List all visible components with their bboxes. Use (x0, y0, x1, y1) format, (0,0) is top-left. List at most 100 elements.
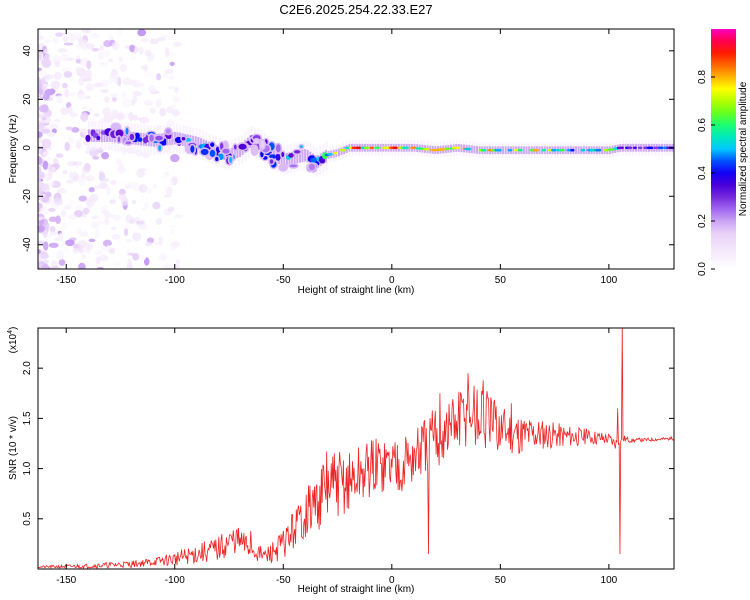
noise-speckle (48, 181, 55, 187)
ridge-body (306, 149, 309, 163)
ridge-core (401, 146, 411, 150)
ridge-body (476, 146, 479, 154)
ridge-core (338, 148, 348, 152)
ridge-body (291, 151, 294, 165)
noise-speckle (150, 38, 159, 45)
noise-speckle (58, 258, 66, 266)
noise-speckle (78, 244, 85, 254)
noise-speckle (167, 52, 176, 58)
ridge-blob (292, 148, 302, 155)
noise-speckle (117, 29, 123, 36)
ridge-halo (576, 142, 579, 158)
noise-speckle (94, 185, 100, 190)
noise-speckle (100, 204, 108, 211)
noise-speckle (65, 126, 73, 131)
noise-speckle (38, 240, 45, 245)
noise-speckle (143, 72, 154, 79)
noise-speckle (38, 261, 44, 267)
snr-x-label: Height of straight line (km) (298, 584, 415, 595)
noise-speckle (102, 239, 112, 247)
snr-x-tick-label: -150 (56, 575, 76, 586)
noise-speckle (137, 29, 147, 37)
noise-speckle (158, 252, 168, 262)
snr-x-tick-label: -50 (276, 575, 291, 586)
ridge-body (103, 129, 106, 142)
snr-series-line (38, 328, 674, 569)
ridge-body (293, 151, 296, 164)
noise-speckle (40, 183, 50, 193)
noise-speckle (41, 77, 46, 87)
noise-speckle (133, 47, 140, 52)
noise-speckle (136, 82, 145, 88)
noise-speckle (129, 218, 135, 225)
ridge-core (463, 147, 473, 151)
noise-speckle (168, 85, 175, 90)
noise-speckle (140, 38, 149, 43)
noise-speckle (77, 93, 86, 100)
ridge-body (473, 145, 476, 154)
noise-speckle (170, 153, 180, 163)
snr-x-tick-label: 0 (389, 575, 395, 586)
noise-speckle (174, 214, 184, 218)
noise-speckle (81, 253, 86, 260)
colorbar: 0.0 0.2 0.4 0.6 0.8 Normalized spectral ampl… (697, 29, 749, 276)
spectrogram-y-tick-label: -20 (22, 189, 33, 204)
noise-speckle (75, 205, 84, 212)
noise-speckle (136, 168, 145, 178)
noise-speckle (132, 114, 138, 121)
noise-speckle (38, 178, 42, 189)
ridge-blob (236, 142, 249, 152)
noise-speckle (91, 215, 99, 220)
ridge-core (275, 153, 281, 161)
noise-speckle (80, 112, 89, 122)
ridge-blob (259, 139, 266, 150)
noise-speckle (126, 263, 134, 269)
spectrogram-frame (37, 28, 675, 270)
noise-speckle (43, 48, 49, 55)
noise-speckle (75, 161, 81, 169)
ridge-core (646, 146, 655, 150)
noise-speckle (64, 88, 70, 98)
ridge-body (408, 143, 411, 152)
ridge-core (444, 147, 450, 151)
ridge-core (351, 146, 356, 150)
noise-speckle (38, 104, 49, 113)
noise-speckle (78, 262, 86, 269)
noise-speckle (68, 77, 74, 82)
snr-x-tick-label: -100 (165, 575, 185, 586)
ridge-core (637, 146, 643, 150)
noise-speckle (83, 162, 91, 172)
noise-speckle (48, 216, 58, 223)
noise-speckle (85, 29, 92, 34)
ridge-body (280, 152, 283, 166)
ridge-blob (268, 157, 275, 166)
noise-speckle (50, 265, 60, 269)
snr-x-tick-label: 50 (495, 575, 507, 586)
noise-speckle (147, 187, 153, 195)
noise-speckle (57, 48, 68, 53)
ridge-core (392, 146, 398, 150)
noise-speckle (82, 207, 90, 215)
noise-speckle (69, 34, 76, 43)
ridge-blob (208, 140, 216, 149)
colorbar-tick-label: 0.4 (697, 166, 708, 180)
noise-speckle (121, 91, 128, 99)
ridge-halo (302, 141, 306, 171)
noise-speckle (62, 244, 70, 254)
noise-speckle (47, 163, 52, 172)
ridge-core (369, 146, 374, 150)
noise-speckle (82, 77, 92, 82)
noise-speckle (78, 195, 88, 202)
noise-speckle (67, 105, 73, 114)
noise-speckle (64, 141, 71, 152)
noise-speckle (119, 63, 127, 72)
noise-speckle (90, 33, 100, 39)
ridge-body (304, 148, 307, 162)
noise-speckle (85, 83, 94, 92)
noise-speckle (40, 115, 51, 124)
noise-speckle (67, 161, 77, 167)
noise-speckle (39, 206, 49, 215)
ridge-body (577, 146, 580, 155)
ridge-blob (279, 150, 286, 159)
noise-speckle (55, 215, 61, 225)
